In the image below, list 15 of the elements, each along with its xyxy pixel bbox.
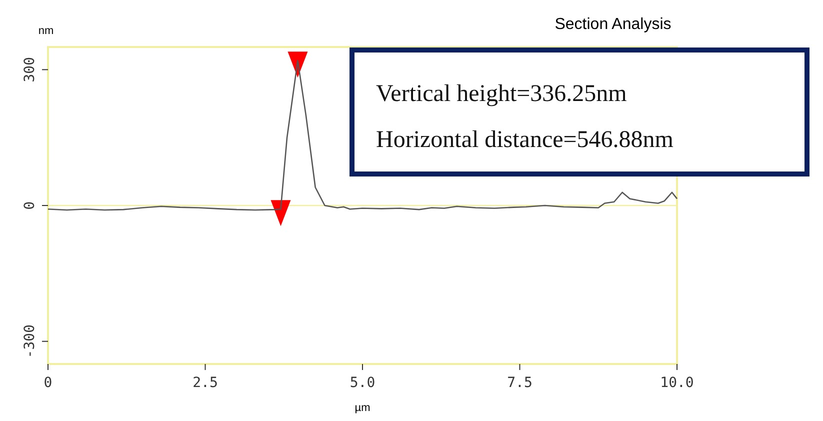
y-tick-label: 0 [22,201,38,210]
x-tick-label: 2.5 [192,375,218,391]
annotation: Vertical height=336.25nm [376,81,628,107]
y-tick-label: 300 [22,56,38,82]
x-tick-label: 7.5 [507,375,532,391]
y-tick-label: -300 [22,324,38,358]
y-axis-title: nm [38,25,54,37]
text-box: Vertical height=336.25nm Horizontal distance=546.88nm [350,48,810,176]
line-series [47,60,678,211]
x-tick-label: 10.0 [660,375,694,391]
annotation: Horizontal distance=546.88nm [376,127,674,153]
x-tick-label: 0 [44,375,52,391]
x-axis-title: µm [354,402,370,414]
x-tick-label: 5.0 [350,375,376,391]
chart-title: Section Analysis [554,16,672,33]
